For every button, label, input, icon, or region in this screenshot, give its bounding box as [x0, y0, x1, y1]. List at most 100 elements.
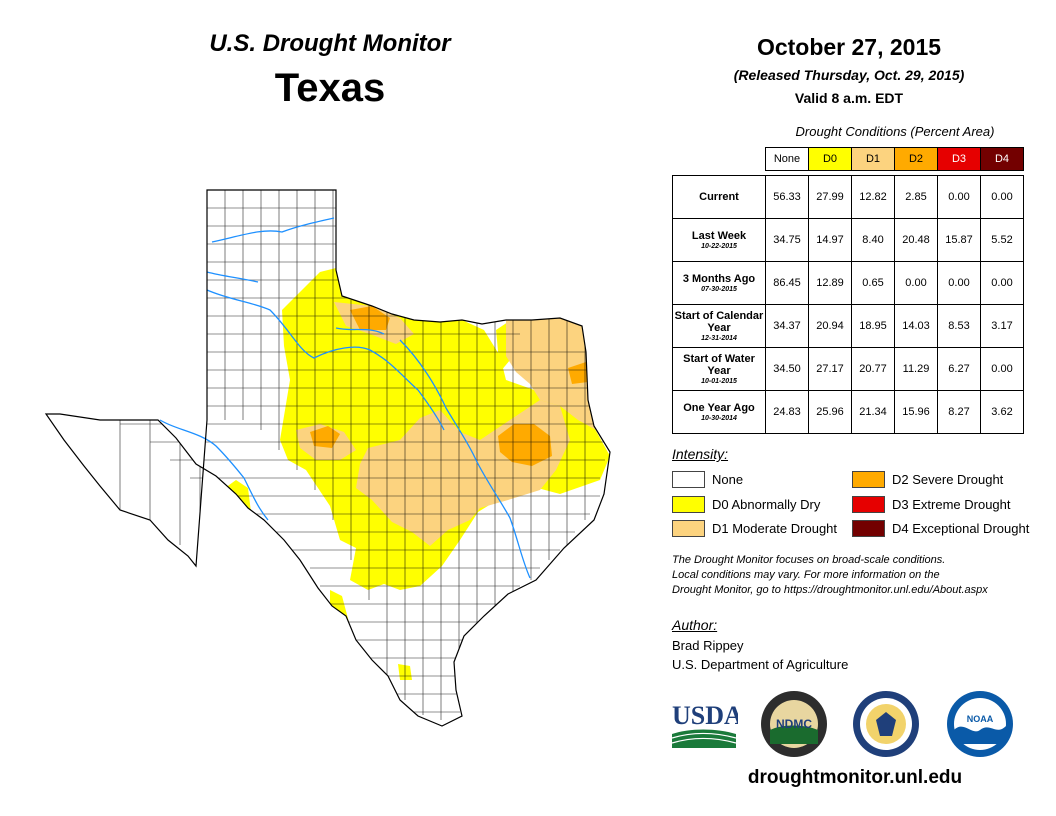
cell-d2: 2.85 — [894, 175, 938, 219]
cell-none: 56.33 — [765, 175, 809, 219]
cell-d3: 8.53 — [937, 304, 981, 348]
cell-d2: 11.29 — [894, 347, 938, 391]
row-label: Last Week 10-22-2015 — [672, 218, 766, 262]
col-header-d3: D3 — [937, 147, 981, 171]
doc-seal-logo — [853, 691, 919, 757]
cell-d2: 20.48 — [894, 218, 938, 262]
released-date: (Released Thursday, Oct. 29, 2015) — [733, 67, 965, 83]
cell-d1: 8.40 — [851, 218, 895, 262]
table-header-row: None D0 D1 D2 D3 D4 — [673, 147, 1024, 171]
legend-item-d1: D1 Moderate Drought — [672, 520, 837, 537]
note-line: The Drought Monitor focuses on broad-sca… — [672, 554, 946, 566]
county-lines — [100, 190, 610, 720]
cell-d3: 6.27 — [937, 347, 981, 391]
cell-none: 24.83 — [765, 390, 809, 434]
cell-d2: 15.96 — [894, 390, 938, 434]
map-state-title: Texas — [274, 66, 386, 110]
cell-d0: 27.99 — [808, 175, 852, 219]
legend-swatch — [852, 520, 885, 537]
table-row: Current 56.33 27.99 12.82 2.85 0.00 0.00 — [672, 175, 1024, 219]
table-row: 3 Months Ago 07-30-2015 86.45 12.89 0.65 … — [672, 261, 1024, 305]
legend-item-d0: D0 Abnormally Dry — [672, 496, 820, 513]
cell-d1: 0.65 — [851, 261, 895, 305]
col-header-d4: D4 — [980, 147, 1024, 171]
usda-logo: USDA — [671, 701, 738, 748]
texas-outline — [44, 189, 611, 727]
cell-d1: 20.77 — [851, 347, 895, 391]
table-row: One Year Ago 10-30-2014 24.83 25.96 21.34… — [672, 390, 1024, 434]
legend-label: D2 Severe Drought — [892, 472, 1004, 487]
cell-d1: 21.34 — [851, 390, 895, 434]
ndmc-logo: NDMC — [761, 691, 827, 757]
legend-label: D1 Moderate Drought — [712, 521, 838, 536]
legend-item-d3: D3 Extreme Drought — [852, 496, 1011, 513]
map-subtitle: U.S. Drought Monitor — [209, 30, 451, 57]
row-label: Start of Water Year 10-01-2015 — [672, 347, 766, 391]
legend-title: Intensity: — [672, 446, 729, 462]
area-d2-northeast — [568, 362, 588, 384]
cell-d0: 27.17 — [808, 347, 852, 391]
legend-item-none: None — [672, 471, 743, 488]
legend-item-d2: D2 Severe Drought — [852, 471, 1003, 488]
cell-d4: 0.00 — [980, 261, 1024, 305]
cell-d4: 3.17 — [980, 304, 1024, 348]
area-d2-east — [498, 424, 552, 466]
col-header-none: None — [765, 147, 809, 171]
cell-d4: 5.52 — [980, 218, 1024, 262]
cell-d3: 8.27 — [937, 390, 981, 434]
legend-item-d4: D4 Exceptional Drought — [852, 520, 1029, 537]
texas-drought-map — [44, 189, 611, 727]
cell-d1: 18.95 — [851, 304, 895, 348]
area-d0-west — [200, 480, 252, 522]
legend-swatch — [672, 520, 705, 537]
col-header-d0: D0 — [808, 147, 852, 171]
row-label: Start of Calendar Year 12-31-2014 — [672, 304, 766, 348]
row-label: Current — [672, 175, 766, 219]
author-name: Brad Rippey — [672, 638, 744, 653]
cell-d3: 15.87 — [937, 218, 981, 262]
note-line[interactable]: Drought Monitor, go to https://droughtmo… — [672, 584, 988, 596]
note-line: Local conditions may vary. For more info… — [672, 569, 940, 581]
cell-d3: 0.00 — [937, 175, 981, 219]
table-row: Start of Water Year 10-01-2015 34.50 27.1… — [672, 347, 1024, 391]
area-d2-north — [350, 306, 390, 330]
legend-swatch — [852, 496, 885, 513]
table-row: Last Week 10-22-2015 34.75 14.97 8.40 20.… — [672, 218, 1024, 262]
svg-text:NDMC: NDMC — [776, 717, 812, 731]
cell-d0: 25.96 — [808, 390, 852, 434]
legend-label: None — [712, 472, 744, 487]
area-d2-west-central — [310, 426, 340, 448]
col-header-d1: D1 — [851, 147, 895, 171]
cell-d4: 3.62 — [980, 390, 1024, 434]
author-org: U.S. Department of Agriculture — [672, 657, 849, 672]
table-row: Start of Calendar Year 12-31-2014 34.37 2… — [672, 304, 1024, 348]
legend-swatch — [672, 496, 705, 513]
cell-d4: 0.00 — [980, 175, 1024, 219]
drought-conditions-table: None D0 D1 D2 D3 D4 Current 56.33 27.99 … — [672, 147, 1024, 434]
row-label: One Year Ago 10-30-2014 — [672, 390, 766, 434]
svg-text:NOAA: NOAA — [967, 714, 994, 724]
cell-d0: 20.94 — [808, 304, 852, 348]
table-caption: Drought Conditions (Percent Area) — [795, 124, 995, 139]
cell-none: 34.37 — [765, 304, 809, 348]
cell-d2: 14.03 — [894, 304, 938, 348]
cell-none: 34.75 — [765, 218, 809, 262]
legend-label: D4 Exceptional Drought — [892, 521, 1030, 536]
legend-swatch — [672, 471, 705, 488]
rivers — [159, 217, 531, 579]
svg-text:USDA: USDA — [672, 701, 738, 730]
legend-label: D3 Extreme Drought — [892, 497, 1011, 512]
cell-d0: 12.89 — [808, 261, 852, 305]
author-title: Author: — [672, 617, 718, 633]
cell-d1: 12.82 — [851, 175, 895, 219]
map-date: October 27, 2015 — [756, 34, 942, 60]
cell-d3: 0.00 — [937, 261, 981, 305]
cell-d2: 0.00 — [894, 261, 938, 305]
legend-label: D0 Abnormally Dry — [712, 497, 821, 512]
disclaimer-note: The Drought Monitor focuses on broad-sca… — [672, 553, 1052, 598]
site-url[interactable]: droughtmonitor.unl.edu — [747, 767, 963, 788]
legend-swatch — [852, 471, 885, 488]
cell-d4: 0.00 — [980, 347, 1024, 391]
valid-time: Valid 8 a.m. EDT — [794, 90, 904, 106]
area-d1-northeast — [506, 318, 596, 430]
